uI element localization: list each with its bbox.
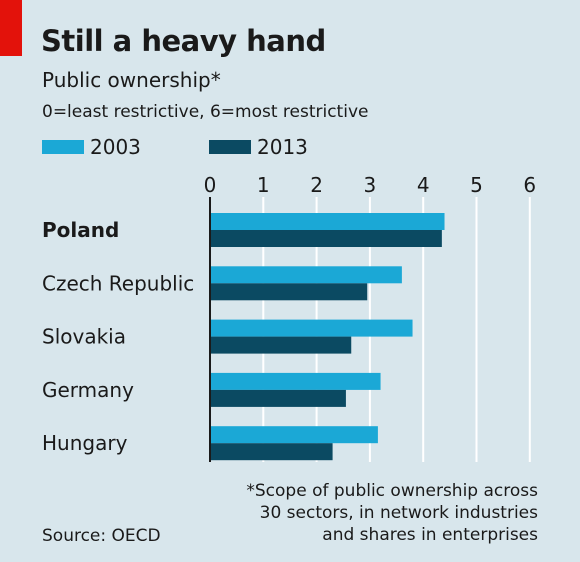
chart-title: Still a heavy hand <box>41 24 326 58</box>
category-label: Germany <box>42 378 134 402</box>
x-tick-label: 1 <box>257 173 270 197</box>
x-tick-label: 6 <box>523 173 536 197</box>
legend-label-2003: 2003 <box>90 135 141 159</box>
footnote-line: *Scope of public ownership across <box>246 481 538 501</box>
category-label: Slovakia <box>42 325 126 349</box>
bar-2003 <box>210 426 378 444</box>
category-label: Hungary <box>42 431 128 455</box>
legend-item-2003: 2003 <box>42 135 141 159</box>
x-tick-label: 3 <box>364 173 377 197</box>
footnote: *Scope of public ownership across 30 sec… <box>246 480 538 546</box>
legend-swatch-2013 <box>209 140 251 154</box>
red-accent-tag <box>0 0 22 56</box>
bar-2003 <box>210 372 381 390</box>
bar-2013 <box>210 443 333 461</box>
footnote-line: and shares in enterprises <box>322 525 538 545</box>
x-tick-label: 5 <box>470 173 483 197</box>
scale-note: 0=least restrictive, 6=most restrictive <box>42 102 369 122</box>
bar-2013 <box>210 336 352 354</box>
category-label: Czech Republic <box>42 271 194 295</box>
legend-item-2013: 2013 <box>209 135 308 159</box>
bar-2013 <box>210 389 346 407</box>
x-tick-label: 2 <box>310 173 323 197</box>
source-note: Source: OECD <box>42 526 161 546</box>
x-tick-label: 4 <box>417 173 430 197</box>
x-tick-label: 0 <box>204 173 217 197</box>
bar-2013 <box>210 230 442 247</box>
bar-2003 <box>210 319 413 337</box>
category-label: Poland <box>42 218 119 242</box>
bar-2013 <box>210 283 368 301</box>
bar-2003 <box>210 266 402 284</box>
legend-label-2013: 2013 <box>257 135 308 159</box>
chart-subtitle: Public ownership* <box>42 68 221 92</box>
footnote-line: 30 sectors, in network industries <box>259 503 538 523</box>
bar-2003 <box>210 213 445 230</box>
legend-swatch-2003 <box>42 140 84 154</box>
